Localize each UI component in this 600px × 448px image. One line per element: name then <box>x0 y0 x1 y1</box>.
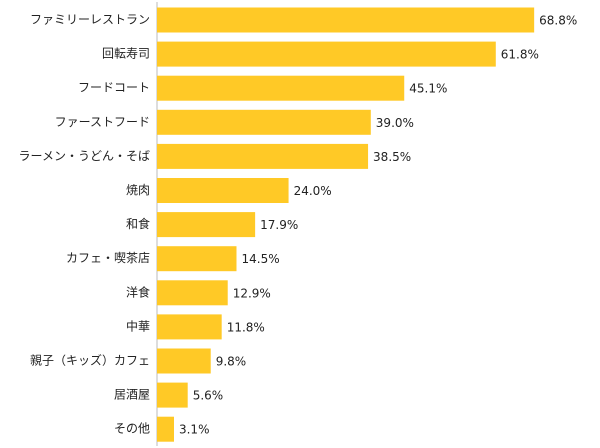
category-label: 焼肉 <box>126 183 150 197</box>
category-label: ファーストフード <box>55 115 150 129</box>
bar <box>157 246 237 272</box>
bars <box>157 7 535 442</box>
value-label: 45.1% <box>409 82 447 96</box>
category-label: ファミリーレストラン <box>30 13 150 27</box>
category-label: ラーメン・うどん・そば <box>18 149 150 163</box>
category-label: 居酒屋 <box>114 388 150 402</box>
bar <box>157 280 228 306</box>
value-label: 14.5% <box>241 252 279 266</box>
value-label: 38.5% <box>373 150 411 164</box>
category-label: 回転寿司 <box>102 47 150 61</box>
category-label: 和食 <box>126 216 150 231</box>
value-label: 61.8% <box>501 48 539 62</box>
bar <box>157 75 405 101</box>
category-label: フードコート <box>78 81 150 95</box>
value-label: 24.0% <box>294 184 332 198</box>
value-labels: 68.8% 61.8% 45.1% 39.0% 38.5% 24.0% 17.9% 14.5%… <box>179 14 577 437</box>
value-label: 17.9% <box>260 218 298 232</box>
bar <box>157 212 256 238</box>
bar <box>157 178 289 203</box>
value-label: 5.6% <box>193 389 224 403</box>
bar <box>157 416 174 442</box>
value-label: 39.0% <box>376 116 414 130</box>
bar <box>157 348 211 374</box>
bar <box>157 41 496 67</box>
category-label: 親子（キッズ）カフェ <box>30 353 150 368</box>
bar <box>157 7 535 33</box>
value-label: 3.1% <box>179 423 210 437</box>
value-label: 11.8% <box>227 320 265 334</box>
value-label: 68.8% <box>539 14 577 28</box>
bar <box>157 143 369 169</box>
category-label: 洋食 <box>126 284 150 299</box>
bar <box>157 314 222 340</box>
category-axis: ファミリーレストラン回転寿司フードコートファーストフードラーメン・うどん・そば焼… <box>18 2 158 446</box>
bar <box>157 109 371 135</box>
bar <box>157 382 188 408</box>
category-label: カフェ・喫茶店 <box>66 250 150 265</box>
category-label: その他 <box>114 422 150 436</box>
value-label: 9.8% <box>216 355 247 369</box>
value-label: 12.9% <box>233 286 271 300</box>
category-label: 中華 <box>126 318 150 333</box>
